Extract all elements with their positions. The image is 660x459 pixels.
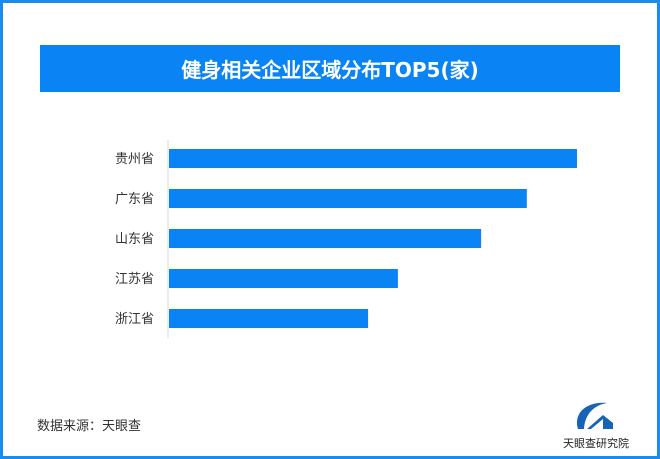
logo-icon bbox=[576, 402, 613, 429]
category-label: 山东省 bbox=[115, 232, 154, 247]
category-label: 贵州省 bbox=[115, 152, 154, 167]
bar-0 bbox=[169, 149, 577, 168]
tianyancha-logo: 天眼查研究院 bbox=[551, 395, 641, 455]
data-source: 数据来源：天眼查 bbox=[37, 419, 142, 434]
bar-4 bbox=[169, 309, 369, 328]
bar-2 bbox=[169, 229, 482, 248]
logo-text: 天眼查研究院 bbox=[563, 437, 629, 450]
bar-3 bbox=[169, 269, 398, 288]
category-label: 江苏省 bbox=[115, 271, 154, 287]
bar-1 bbox=[169, 189, 527, 208]
category-label: 浙江省 bbox=[115, 312, 154, 327]
chart-title: 健身相关企业区域分布TOP5(家) bbox=[40, 45, 620, 92]
category-label: 广东省 bbox=[115, 192, 154, 207]
